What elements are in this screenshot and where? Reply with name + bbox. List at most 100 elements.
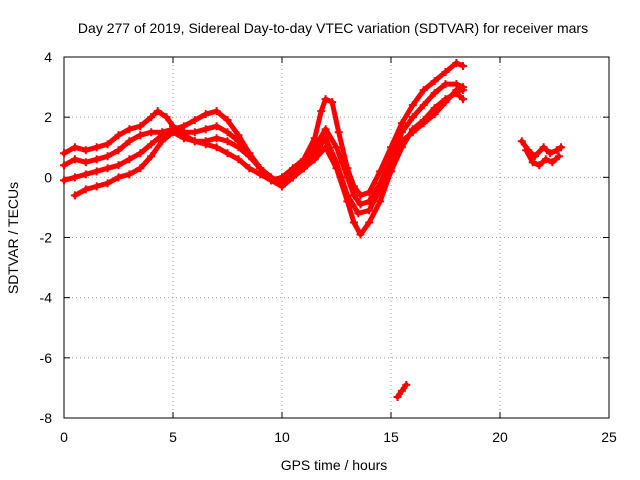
data-point (317, 107, 326, 116)
data-point (70, 143, 79, 152)
data-point (430, 89, 439, 98)
data-point (103, 152, 112, 161)
data-point (419, 119, 428, 128)
data-point (452, 59, 461, 68)
data-point (458, 95, 467, 104)
data-point (354, 209, 363, 218)
data-point (408, 128, 417, 137)
data-point (147, 152, 156, 161)
y-tick-label: -6 (40, 350, 53, 366)
x-tick-label: 20 (492, 429, 508, 445)
data-point (136, 131, 145, 140)
series-segment-late-2 (522, 146, 563, 170)
data-point (387, 158, 395, 167)
data-point (81, 158, 90, 167)
data-point (419, 86, 428, 95)
data-point (201, 125, 210, 134)
data-point (376, 185, 385, 194)
data-point (125, 137, 134, 146)
data-point (147, 113, 156, 122)
series-track-4 (70, 86, 467, 218)
data-point (334, 128, 343, 137)
data-point (60, 161, 68, 170)
data-point (328, 98, 337, 107)
data-point (441, 68, 450, 77)
data-point (81, 146, 90, 155)
data-point (223, 137, 232, 146)
data-point (136, 122, 145, 131)
data-point (190, 137, 199, 146)
data-point (278, 182, 286, 191)
data-point (321, 125, 330, 134)
data-point (365, 218, 374, 227)
data-series (60, 59, 566, 401)
data-point (234, 155, 243, 164)
data-point (408, 101, 417, 110)
data-point (356, 230, 365, 239)
data-point (365, 206, 374, 215)
data-point (397, 119, 406, 128)
data-point (458, 86, 467, 95)
data-point (397, 128, 406, 137)
data-point (539, 143, 548, 152)
data-point (223, 116, 232, 125)
data-point (234, 143, 243, 152)
data-point (201, 110, 210, 119)
data-point (245, 152, 254, 161)
data-point (81, 185, 90, 194)
data-point (541, 155, 550, 164)
data-point (548, 158, 557, 167)
data-point (310, 149, 319, 158)
x-axis-label: GPS time / hours (281, 457, 388, 473)
data-point (212, 122, 221, 131)
data-point (125, 155, 134, 164)
data-point (70, 155, 79, 164)
data-point (397, 137, 406, 146)
data-point (321, 134, 330, 143)
data-point (103, 179, 112, 188)
data-point (430, 77, 439, 86)
data-point (212, 143, 221, 152)
data-point (393, 392, 402, 401)
x-tick-label: 5 (169, 429, 177, 445)
data-point (201, 137, 210, 146)
data-point (458, 62, 467, 71)
series-trace (61, 90, 466, 237)
data-point (546, 149, 555, 158)
chart-title: Day 277 of 2019, Sidereal Day-to-day VTE… (78, 20, 588, 36)
data-point (125, 170, 134, 179)
data-point (153, 107, 162, 116)
x-tick-label: 15 (383, 429, 399, 445)
data-point (92, 143, 101, 152)
data-point (408, 113, 417, 122)
data-point (81, 170, 90, 179)
data-point (256, 164, 265, 173)
data-point (60, 176, 68, 185)
data-point (147, 128, 156, 137)
data-point (114, 131, 123, 140)
data-point (557, 143, 566, 152)
data-point (528, 158, 537, 167)
data-point (430, 110, 439, 119)
data-point (190, 128, 199, 137)
data-point (223, 149, 232, 158)
data-point (356, 200, 365, 209)
data-point (321, 95, 330, 104)
x-tick-label: 0 (60, 429, 68, 445)
data-point (103, 164, 112, 173)
data-point (223, 128, 232, 137)
data-point (92, 182, 101, 191)
data-point (179, 134, 188, 143)
data-point (114, 146, 123, 155)
data-point (517, 137, 526, 146)
data-point (147, 140, 156, 149)
data-point (535, 161, 544, 170)
data-point (332, 143, 341, 152)
data-point (92, 167, 101, 176)
data-point (103, 140, 112, 149)
data-point (190, 116, 199, 125)
y-tick-label: -4 (40, 290, 53, 306)
data-point (349, 218, 358, 227)
data-point (441, 80, 450, 89)
